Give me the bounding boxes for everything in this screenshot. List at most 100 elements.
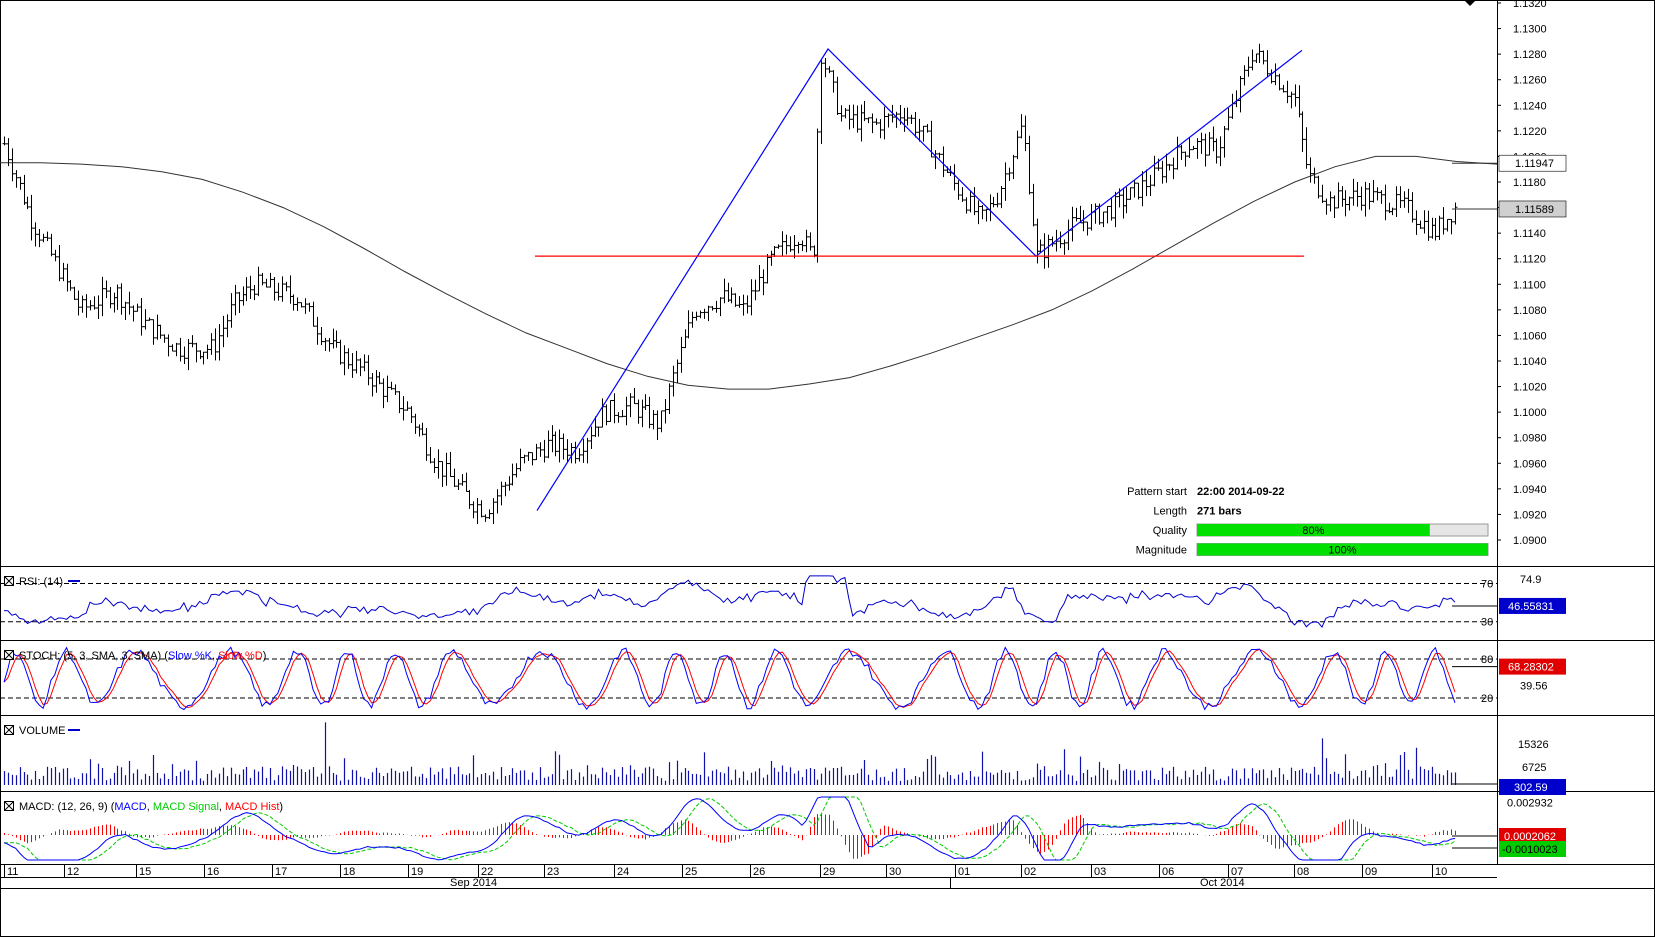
price-tick-label: 1.1080 (1513, 305, 1547, 317)
price-tick-label: 1.1180 (1513, 177, 1546, 189)
collapse-icon-cross (4, 725, 14, 735)
macd-hist-current-box (1499, 828, 1566, 844)
month-label: Sep 2014 (450, 877, 497, 889)
rsi-current-label: 46.55831 (1508, 601, 1554, 613)
rsi-panel: 70 30 74.9 RSI: (14) 46.55831 (0, 574, 1566, 629)
time-axis: 11 12 15 16 17 18 19 22 23 24 25 26 29 30 01 02 03 06 07 08… (0, 864, 1655, 889)
volume-label-part: VOLUME (19, 725, 65, 737)
info-bar-fill (1197, 543, 1488, 556)
price-tick-label: 1.0940 (1513, 484, 1547, 496)
macd-label-part: , (147, 801, 153, 813)
moving-average-line (0, 155, 1498, 390)
price-tick-label: 1.1320 (1513, 0, 1547, 10)
price-tick-label: 1.1260 (1513, 75, 1547, 87)
stoch-label: STOCH: (5, 3, SMA, 3, SMA) (Slow %K, Slo… (19, 650, 266, 662)
stoch-level-label: 80 (1481, 654, 1493, 666)
rsi-level-label: 70 (1481, 579, 1493, 591)
macd-signal-line (4, 796, 1456, 861)
info-bar-text: 80% (1302, 525, 1324, 537)
price-tick-label: 1.1300 (1513, 24, 1547, 36)
day-label: 30 (889, 866, 901, 878)
day-label: 25 (685, 866, 697, 878)
rsi-line (3, 575, 1456, 629)
macd-label-part: , (219, 801, 225, 813)
day-label: 16 (207, 866, 219, 878)
day-label: 23 (547, 866, 559, 878)
macd-label: MACD: (12, 26, 9) (MACD, MACD Signal, MA… (19, 801, 283, 813)
price-tick-label: 1.1120 (1513, 254, 1546, 266)
day-label: 07 (1231, 866, 1243, 878)
volume-current-label: 302.59 (1514, 782, 1548, 794)
day-label: 11 (7, 866, 18, 878)
macd-tick: 0.002932 (1507, 798, 1553, 810)
macd-label-part: ) (279, 801, 283, 813)
pattern-info: Pattern start 22:00 2014-09-22 Length 271 b… (1127, 486, 1489, 557)
macd-current-label: -0.0010023 (1502, 844, 1558, 856)
price-tick-label: 1.1140 (1513, 228, 1546, 240)
macd-current-box (1499, 841, 1566, 857)
ma-path (0, 155, 1498, 390)
day-label: 09 (1365, 866, 1377, 878)
rsi-top-tick: 74.9 (1520, 574, 1541, 586)
collapse-icon-cross (4, 576, 14, 586)
stoch-label-part: , (212, 650, 218, 662)
day-label: 08 (1297, 866, 1309, 878)
collapse-icon-cross (4, 801, 14, 811)
pattern-zigzag (536, 48, 1303, 511)
macd-line (3, 796, 1456, 861)
info-label: Magnitude (1136, 545, 1187, 557)
macd-label-part: MACD Hist (225, 801, 279, 813)
month-label: Oct 2014 (1200, 877, 1245, 889)
info-label: Pattern start (1127, 486, 1187, 498)
macd-panel: 0.002932 MACD: (12, 26, 9) (MACD, MACD Si… (3, 796, 1566, 861)
stoch-label-part: Slow %K (168, 650, 213, 662)
volume-tick: 6725 (1522, 762, 1546, 774)
stoch-current-label: 68.28302 (1508, 662, 1554, 674)
stoch-level-label: 20 (1481, 693, 1493, 705)
price-tick-label: 1.1000 (1513, 407, 1547, 419)
macd-label-part: MACD Signal (153, 801, 219, 813)
ma-current-label: 1.11947 (1515, 158, 1554, 170)
info-bar-fill (1197, 524, 1430, 536)
price-tick-label: 1.1280 (1513, 49, 1547, 61)
info-label: Length (1153, 506, 1187, 518)
price-tick-label: 1.0960 (1513, 458, 1547, 470)
collapse-icon-cross (4, 650, 14, 660)
price-tick-label: 1.0900 (1513, 535, 1547, 547)
price-tick-label: 1.1060 (1513, 330, 1547, 342)
volume-panel: 15326 6725 VOLUME 302.59 (3, 722, 1566, 795)
day-label: 17 (275, 866, 287, 878)
day-label: 12 (67, 866, 79, 878)
day-label: 15 (139, 866, 151, 878)
rsi-label-part: RSI: (14) (19, 576, 63, 588)
stoch-current-box (1499, 658, 1566, 675)
price-tick-label: 1.0920 (1513, 509, 1547, 521)
scroll-arrow-icon[interactable] (1464, 0, 1476, 6)
price-tick-label: 1.1220 (1513, 126, 1547, 138)
macd-label-part: MACD: (12, 26, 9) ( (19, 801, 115, 813)
day-label: 24 (617, 866, 629, 878)
price-bars (2, 43, 1458, 525)
price-tick-label: 1.0980 (1513, 433, 1547, 445)
stoch-k-line (3, 646, 1456, 711)
day-label: 02 (1024, 866, 1036, 878)
panel-collapse-icons[interactable] (4, 576, 14, 811)
info-bar-text: 100% (1328, 545, 1356, 557)
current-value-tags: 1.11947 1.11589 (1452, 154, 1567, 218)
info-value: 271 bars (1197, 506, 1242, 518)
stoch-mid-tick: 39.56 (1520, 680, 1548, 692)
price-current-label: 1.11589 (1515, 204, 1554, 216)
price-tick-label: 1.1020 (1513, 382, 1547, 394)
rsi-current-box (1499, 597, 1566, 614)
stoch-label-part: Slow %D (218, 650, 263, 662)
price-axis: 1.13201.13001.12801.12601.12401.12201.12… (1497, 0, 1547, 547)
day-label: 06 (1162, 866, 1174, 878)
chart-pattern (535, 48, 1304, 511)
rsi-label: RSI: (14) (19, 576, 63, 588)
day-label: 03 (1094, 866, 1106, 878)
volume-label: VOLUME (19, 725, 65, 737)
macd-label-part: MACD (114, 801, 146, 813)
day-label: 19 (411, 866, 423, 878)
price-tick-label: 1.1040 (1513, 356, 1547, 368)
